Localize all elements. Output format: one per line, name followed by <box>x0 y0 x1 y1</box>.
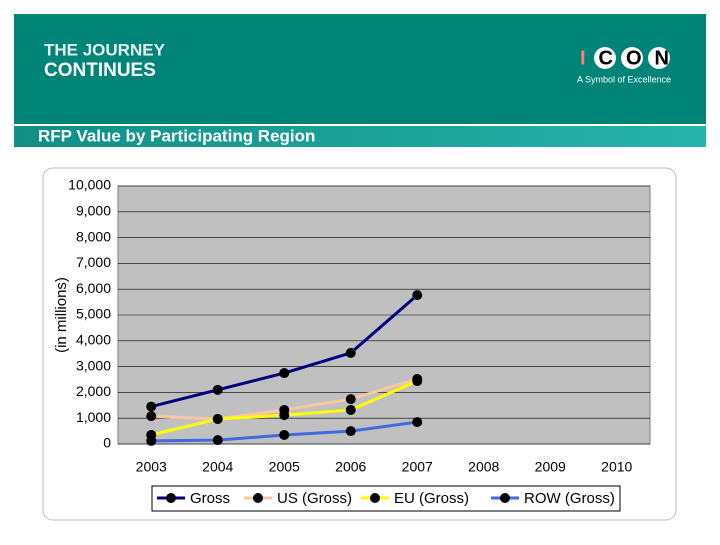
data-point <box>146 401 157 412</box>
data-point <box>212 413 223 424</box>
legend-label: ROW (Gross) <box>524 490 615 507</box>
x-tick-label: 2004 <box>202 459 233 475</box>
x-tick-label: 2010 <box>601 459 632 475</box>
data-point <box>412 417 423 428</box>
y-tick-label: 10,000 <box>68 177 111 193</box>
logo-text: ICON <box>580 47 682 69</box>
x-tick-label: 2007 <box>402 459 433 475</box>
data-point <box>212 435 223 446</box>
data-point <box>279 429 290 440</box>
x-tick-label: 2009 <box>535 459 566 475</box>
y-tick-label: 5,000 <box>76 306 111 322</box>
y-tick-label: 7,000 <box>76 254 111 270</box>
legend-marker <box>500 493 510 503</box>
data-point <box>146 435 157 446</box>
data-point <box>412 290 423 301</box>
legend-marker <box>166 493 176 503</box>
legend-label: EU (Gross) <box>394 490 469 507</box>
y-tick-label: 3,000 <box>76 357 111 373</box>
logo-circle <box>621 47 643 69</box>
legend-label: Gross <box>190 490 230 507</box>
logo-circle <box>648 47 670 69</box>
legend-marker <box>370 493 380 503</box>
y-tick-label: 4,000 <box>76 332 111 348</box>
title-strip <box>14 126 706 147</box>
logo: ICON A Symbol of Excellence <box>577 47 682 84</box>
data-point <box>345 347 356 358</box>
y-tick-label: 9,000 <box>76 203 111 219</box>
logo-tagline: A Symbol of Excellence <box>577 74 671 84</box>
legend-label: US (Gross) <box>277 490 352 507</box>
data-point <box>279 368 290 379</box>
y-tick-label: 1,000 <box>76 409 111 425</box>
y-axis-label: (in millions) <box>53 277 70 353</box>
legend-marker <box>253 493 263 503</box>
chart: 0 1,000 2,000 3,000 4,000 5,000 6,000 7,000 8,00… <box>53 177 651 512</box>
data-point <box>279 410 290 421</box>
x-tick-label: 2006 <box>335 459 366 475</box>
x-tick-label: 2008 <box>468 459 499 475</box>
logo-circle <box>594 47 616 69</box>
data-point <box>345 426 356 437</box>
slide-title: RFP Value by Participating Region <box>38 126 315 145</box>
y-tick-label: 2,000 <box>76 383 111 399</box>
data-point <box>345 394 356 405</box>
x-tick-label: 2005 <box>269 459 300 475</box>
y-tick-label: 6,000 <box>76 280 111 296</box>
header-title: THE JOURNEY <box>44 40 166 59</box>
data-point <box>146 411 157 422</box>
y-tick-label: 0 <box>103 435 111 451</box>
data-point <box>412 376 423 387</box>
data-point <box>345 404 356 415</box>
header-band <box>14 14 706 124</box>
header-title: CONTINUES <box>44 60 156 81</box>
data-point <box>212 384 223 395</box>
y-tick-label: 8,000 <box>76 228 111 244</box>
x-tick-label: 2003 <box>136 459 167 475</box>
